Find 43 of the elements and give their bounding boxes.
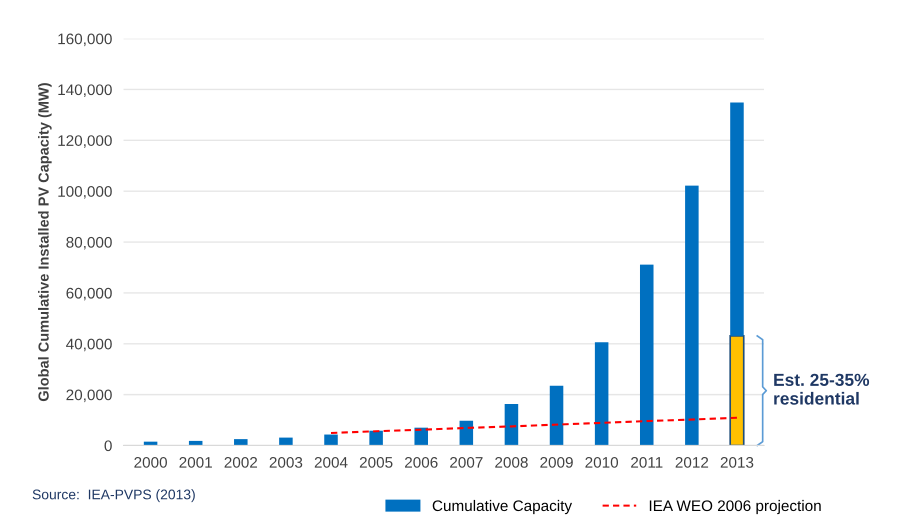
legend-label: Cumulative Capacity xyxy=(432,500,572,514)
bar xyxy=(279,438,293,446)
x-tick-label: 2002 xyxy=(224,456,258,468)
y-tick-label: 80,000 xyxy=(66,236,112,250)
bar xyxy=(144,442,158,446)
bar xyxy=(460,420,474,446)
bar xyxy=(550,386,564,446)
y-tick-label: 20,000 xyxy=(66,389,112,402)
bar xyxy=(685,186,699,446)
x-tick-label: 2007 xyxy=(450,456,483,468)
x-tick-label: 2011 xyxy=(631,456,662,468)
y-tick-label: 120,000 xyxy=(58,135,112,148)
bar xyxy=(730,102,744,336)
x-tick-label: 2003 xyxy=(270,456,302,468)
x-tick-label: 2010 xyxy=(585,456,618,468)
line-series xyxy=(330,416,738,434)
x-tick-label: 2001 xyxy=(179,456,212,468)
y-axis-title: Global Cumulative Installed PV Capacity (MW) xyxy=(38,83,52,402)
bar xyxy=(369,430,383,446)
bar xyxy=(594,342,608,446)
bar xyxy=(640,264,654,446)
source-note: Source: IEA-PVPS (2013) xyxy=(32,489,195,502)
x-tick-label: 2006 xyxy=(405,456,438,468)
bar xyxy=(414,428,428,446)
bar xyxy=(729,335,745,446)
x-tick-label: 2005 xyxy=(360,456,392,468)
x-tick-label: 2008 xyxy=(495,456,528,468)
bar xyxy=(324,434,338,446)
y-tick-label: 40,000 xyxy=(66,338,112,352)
bar xyxy=(234,439,248,446)
y-tick-label: 160,000 xyxy=(58,33,112,46)
y-tick-label: 60,000 xyxy=(66,288,112,300)
text: Est. 25-35% residential xyxy=(774,374,870,405)
bar xyxy=(504,404,518,446)
x-tick-label: 2004 xyxy=(314,456,348,468)
x-tick-label: 2012 xyxy=(676,456,708,468)
y-tick-label: 100,000 xyxy=(58,186,112,199)
x-tick-label: 2009 xyxy=(540,456,573,468)
legend-label: IEA WEO 2006 projection xyxy=(650,500,821,514)
x-tick-label: 2013 xyxy=(720,456,754,468)
x-tick-label: 2000 xyxy=(134,456,167,468)
y-tick-label: 140,000 xyxy=(58,84,112,97)
y-tick-label: 0 xyxy=(104,440,112,452)
